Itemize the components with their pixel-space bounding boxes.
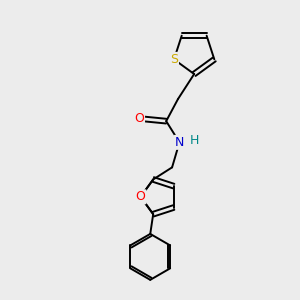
Text: N: N (175, 136, 184, 149)
Text: H: H (190, 134, 200, 147)
Text: O: O (136, 190, 146, 203)
Text: O: O (134, 112, 144, 125)
Text: S: S (170, 53, 178, 66)
